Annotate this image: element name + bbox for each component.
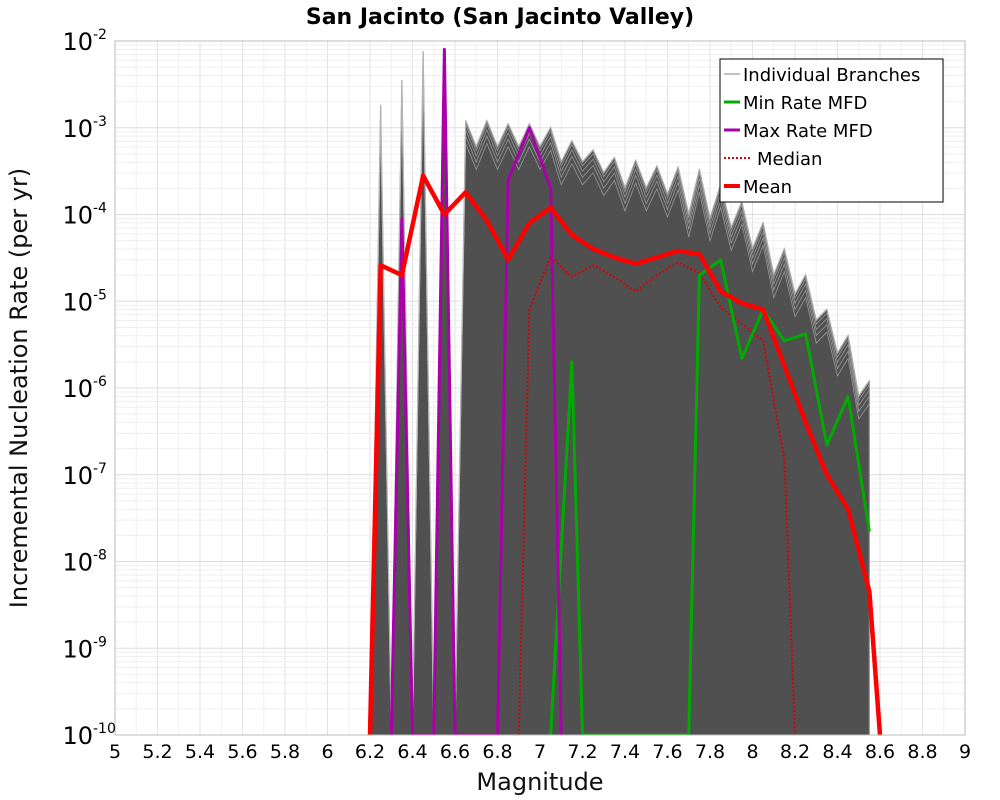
x-tick-label: 6.4 [397,741,427,763]
series-line-max-rate-mfd [389,47,563,735]
x-tick-label: 8.6 [865,741,895,763]
series-line-median [517,255,796,735]
y-tick-base: 10 [62,462,93,490]
x-axis-ticks: 5 5.2 5.4 5.6 5.8 6 6.2 6.4 6.6 6.8 7 7.2 7.4 7.6 7.8 8… [109,741,971,763]
x-tick-label: 6 [321,741,333,763]
x-tick-label: 7 [534,741,546,763]
x-tick-label: 7.4 [610,741,640,763]
y-tick-exponent: -5 [93,287,107,303]
y-tick-base: 10 [62,722,93,750]
x-tick-label: 5 [109,741,121,763]
x-tick-label: 6.6 [440,741,470,763]
y-axis-ticks: 10-210-310-410-510-610-710-810-910-10 [62,27,115,750]
series-line-mean [367,173,883,735]
y-tick-base: 10 [62,375,93,403]
legend-label-mean: Mean [743,177,792,198]
legend-label-median: Median [757,149,822,170]
legend-box [719,58,944,203]
legend-label-min: Min Rate MFD [743,93,867,114]
x-tick-label: 6.8 [482,741,512,763]
y-tick-exponent: -6 [93,374,107,390]
y-tick-exponent: -10 [93,721,116,737]
branches-band [369,50,870,735]
legend-label-branches: Individual Branches [743,65,920,86]
legend-label-max: Max Rate MFD [743,121,873,142]
chart-title: San Jacinto (San Jacinto Valley) [306,5,694,30]
series-lines [367,47,883,735]
x-tick-label: 7.8 [695,741,725,763]
x-tick-label: 5.8 [270,741,300,763]
y-axis-label: Incremental Nucleation Rate (per yr) [5,168,33,608]
y-tick-exponent: -9 [93,634,107,650]
x-tick-label: 8.4 [822,741,852,763]
y-tick-exponent: -3 [93,114,107,130]
x-tick-label: 7.6 [652,741,682,763]
y-tick-exponent: -7 [93,461,107,477]
x-tick-label: 5.6 [227,741,257,763]
y-tick-exponent: -8 [93,548,107,564]
y-tick-base: 10 [62,202,93,230]
y-tick-base: 10 [62,549,93,577]
plot-frame [114,40,966,736]
y-tick-base: 10 [62,288,93,316]
y-tick-exponent: -2 [93,27,107,43]
y-tick-base: 10 [62,635,93,663]
x-tick-label: 7.2 [567,741,597,763]
x-tick-label: 5.2 [142,741,172,763]
x-tick-label: 5.4 [185,741,215,763]
y-tick-base: 10 [62,115,93,143]
y-tick-base: 10 [62,28,93,56]
x-tick-label: 8 [746,741,758,763]
x-tick-label: 8.2 [780,741,810,763]
x-tick-label: 8.8 [907,741,937,763]
legend: Individual Branches Min Rate MFD Max Rat… [719,58,944,203]
x-tick-label: 6.2 [355,741,385,763]
x-axis-label: Magnitude [476,768,603,796]
x-tick-label: 9 [959,741,971,763]
series-line-min-rate-mfd [549,258,871,735]
y-tick-exponent: -4 [93,201,107,217]
